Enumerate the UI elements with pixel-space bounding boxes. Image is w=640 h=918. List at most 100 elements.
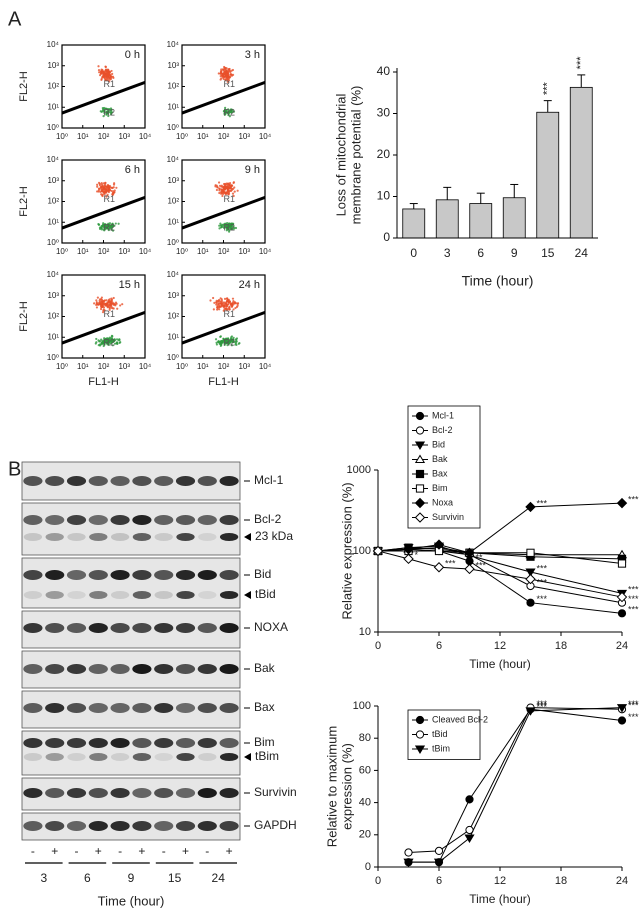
event-dot (224, 106, 227, 109)
event-dot (230, 188, 234, 191)
event-dot (222, 302, 225, 306)
event-dot (217, 72, 220, 75)
y-tick-label: 40 (359, 797, 371, 809)
band (154, 753, 173, 761)
y-tick-label: 10² (47, 82, 59, 91)
event-dot (106, 337, 109, 340)
gate-line (181, 80, 266, 115)
event-dot (221, 68, 225, 71)
band (197, 515, 217, 525)
event-dot (108, 224, 111, 227)
band (67, 533, 86, 541)
legend-marker (415, 715, 425, 725)
event-dot (110, 334, 114, 338)
series-line (377, 550, 623, 598)
event-dot (107, 338, 110, 341)
y-tick-label: 10³ (167, 291, 179, 300)
event-dot (220, 305, 223, 308)
x-tick-label: 24 (575, 246, 589, 260)
event-dot (220, 185, 223, 188)
protein-sub-label: tBim (255, 749, 279, 763)
band (88, 623, 108, 633)
event-dot (229, 339, 232, 342)
band (23, 533, 43, 541)
event-dot (108, 308, 111, 311)
x-tick-label: 10⁰ (56, 132, 68, 141)
marker (526, 548, 535, 557)
series-line (377, 547, 623, 560)
y-tick-label: 10³ (167, 176, 179, 185)
band (45, 753, 64, 761)
event-dot (227, 113, 230, 117)
event-dot (100, 296, 103, 299)
event-dot (228, 306, 231, 309)
x-tick-label: 10¹ (197, 132, 209, 141)
event-dot (221, 194, 224, 198)
panel-label: B (8, 458, 21, 480)
event-dot (104, 224, 107, 227)
event-dot (224, 113, 227, 116)
event-dot (231, 192, 235, 195)
event-dot (107, 78, 110, 82)
event-dot (98, 187, 101, 190)
band (175, 664, 196, 674)
event-dot (227, 193, 230, 196)
event-dot (107, 69, 110, 72)
band (219, 664, 239, 674)
event-dot (228, 222, 231, 226)
x-tick-label: 10⁴ (259, 362, 272, 371)
event-dot (226, 303, 229, 306)
legend-marker (415, 484, 425, 493)
event-dot (110, 302, 113, 305)
legend-marker (414, 497, 426, 509)
band (219, 591, 239, 599)
event-dot (113, 224, 116, 227)
event-dot (98, 184, 102, 187)
event-dot (110, 69, 113, 73)
time-label: 3 (40, 871, 47, 885)
event-dot (223, 226, 226, 229)
region-label: R2 (104, 337, 116, 347)
event-dot (98, 299, 101, 302)
event-dot (213, 301, 216, 304)
blot-strip (21, 730, 241, 776)
event-dot (101, 193, 104, 196)
y-tick-label: 10⁰ (47, 238, 59, 247)
x-tick-label: 10⁴ (139, 132, 152, 141)
band (88, 570, 108, 580)
marker (403, 858, 414, 868)
event-dot (103, 106, 106, 110)
band (154, 703, 174, 713)
band (23, 515, 43, 525)
event-dot (219, 341, 222, 344)
x-tick-label: 10⁴ (259, 132, 272, 141)
band (132, 821, 152, 831)
band (110, 533, 130, 541)
event-dot (108, 301, 111, 304)
time-label: 3 h (245, 49, 260, 61)
event-dot (230, 227, 234, 230)
y-tick-label: 1000 (347, 464, 371, 476)
event-dot (104, 303, 107, 306)
event-dot (220, 188, 223, 192)
event-dot (225, 337, 228, 340)
band (88, 788, 108, 798)
band (175, 703, 196, 713)
event-dot (97, 69, 101, 72)
event-dot (232, 338, 235, 341)
event-dot (103, 343, 106, 346)
event-dot (232, 299, 235, 303)
event-dot (225, 186, 228, 190)
significance-label: *** (628, 699, 639, 709)
event-dot (101, 300, 104, 303)
legend-label: tBim (432, 743, 450, 753)
event-dot (220, 298, 223, 301)
event-dot (216, 186, 219, 189)
event-dot (223, 188, 226, 191)
band (132, 753, 152, 761)
event-dot (227, 111, 230, 115)
region-label: R2 (104, 222, 116, 232)
band (45, 591, 64, 599)
time-label: 24 h (239, 279, 260, 291)
